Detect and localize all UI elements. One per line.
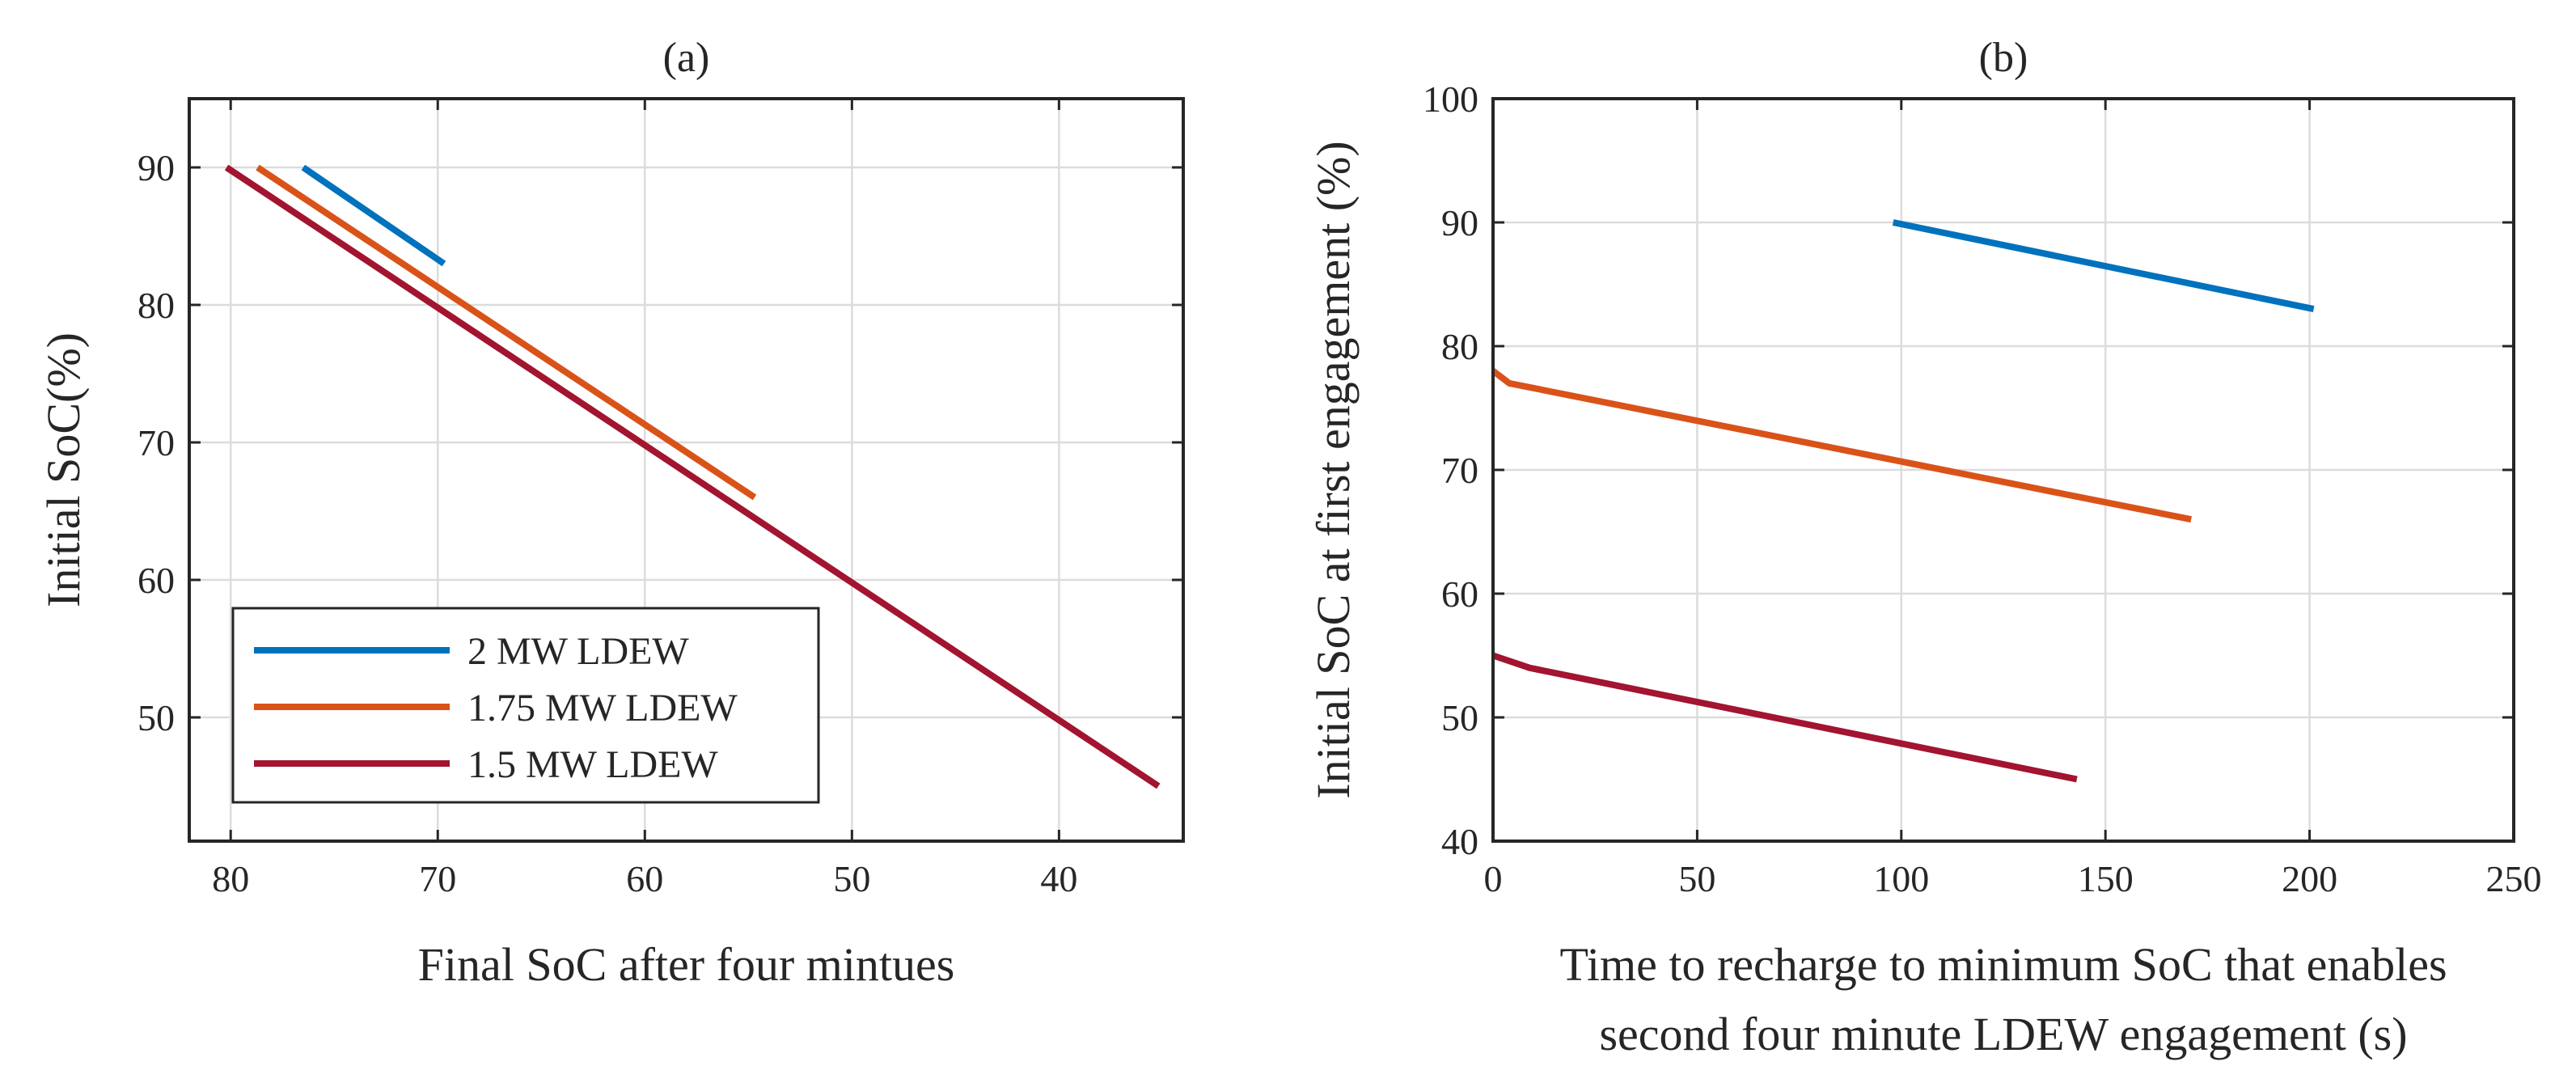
y-tick-label: 50	[137, 697, 175, 738]
y-tick-label: 50	[1441, 697, 1478, 738]
x-tick-label: 150	[2078, 858, 2134, 899]
series-line-2	[256, 164, 757, 501]
series-line-1	[1892, 219, 2315, 313]
chart-title: (a)	[663, 35, 710, 81]
series-line-3	[224, 164, 1161, 789]
y-axis-label: Initial SoC at first engagement (%)	[1307, 141, 1360, 798]
x-axis-label: Time to recharge to minimum SoC that ena…	[1559, 938, 2447, 991]
x-tick-label: 200	[2282, 858, 2337, 899]
legend-label-1: 2 MW LDEW	[467, 630, 689, 673]
x-tick-label: 50	[1678, 858, 1715, 899]
chart-title: (b)	[1979, 35, 2028, 81]
y-tick-label: 80	[1441, 326, 1478, 367]
x-axis-label: second four minute LDEW engagement (s)	[1599, 1008, 2407, 1060]
y-tick-label: 60	[137, 560, 175, 601]
y-axis-label: Initial SoC(%)	[37, 332, 90, 607]
series-line-3	[1491, 652, 2078, 783]
x-tick-label: 80	[212, 858, 249, 899]
y-tick-label: 60	[1441, 573, 1478, 615]
x-tick-label: 250	[2486, 858, 2542, 899]
y-tick-label: 80	[137, 285, 175, 326]
x-tick-label: 0	[1484, 858, 1503, 899]
x-tick-label: 40	[1040, 858, 1077, 899]
panel-a-chart: 80 70 60 50 40 50 60 70 80 90 (a) Final SoC after f…	[37, 35, 1185, 991]
x-tick-label: 100	[1873, 858, 1929, 899]
axes-box	[188, 97, 1185, 843]
x-tick-label: 60	[626, 858, 663, 899]
y-tick-label: 70	[1441, 450, 1478, 491]
legend-label-3: 1.5 MW LDEW	[467, 743, 718, 786]
y-tick-label: 90	[1441, 202, 1478, 243]
series-line-1	[301, 164, 446, 267]
y-tick-label: 100	[1423, 78, 1478, 120]
x-tick-label: 50	[833, 858, 870, 899]
y-tick-label: 70	[137, 422, 175, 463]
y-tick-label: 40	[1441, 821, 1478, 862]
panel-b-chart: 0 50 100 150 200 250 40 50 60 70 80 90 100 (b) Time to…	[1307, 35, 2542, 1060]
x-axis-label: Final SoC after four mintues	[418, 938, 955, 991]
x-tick-label: 70	[419, 858, 456, 899]
y-tick-label: 90	[137, 147, 175, 188]
series-line-2	[1491, 368, 2192, 523]
legend-label-2: 1.75 MW LDEW	[467, 687, 738, 730]
